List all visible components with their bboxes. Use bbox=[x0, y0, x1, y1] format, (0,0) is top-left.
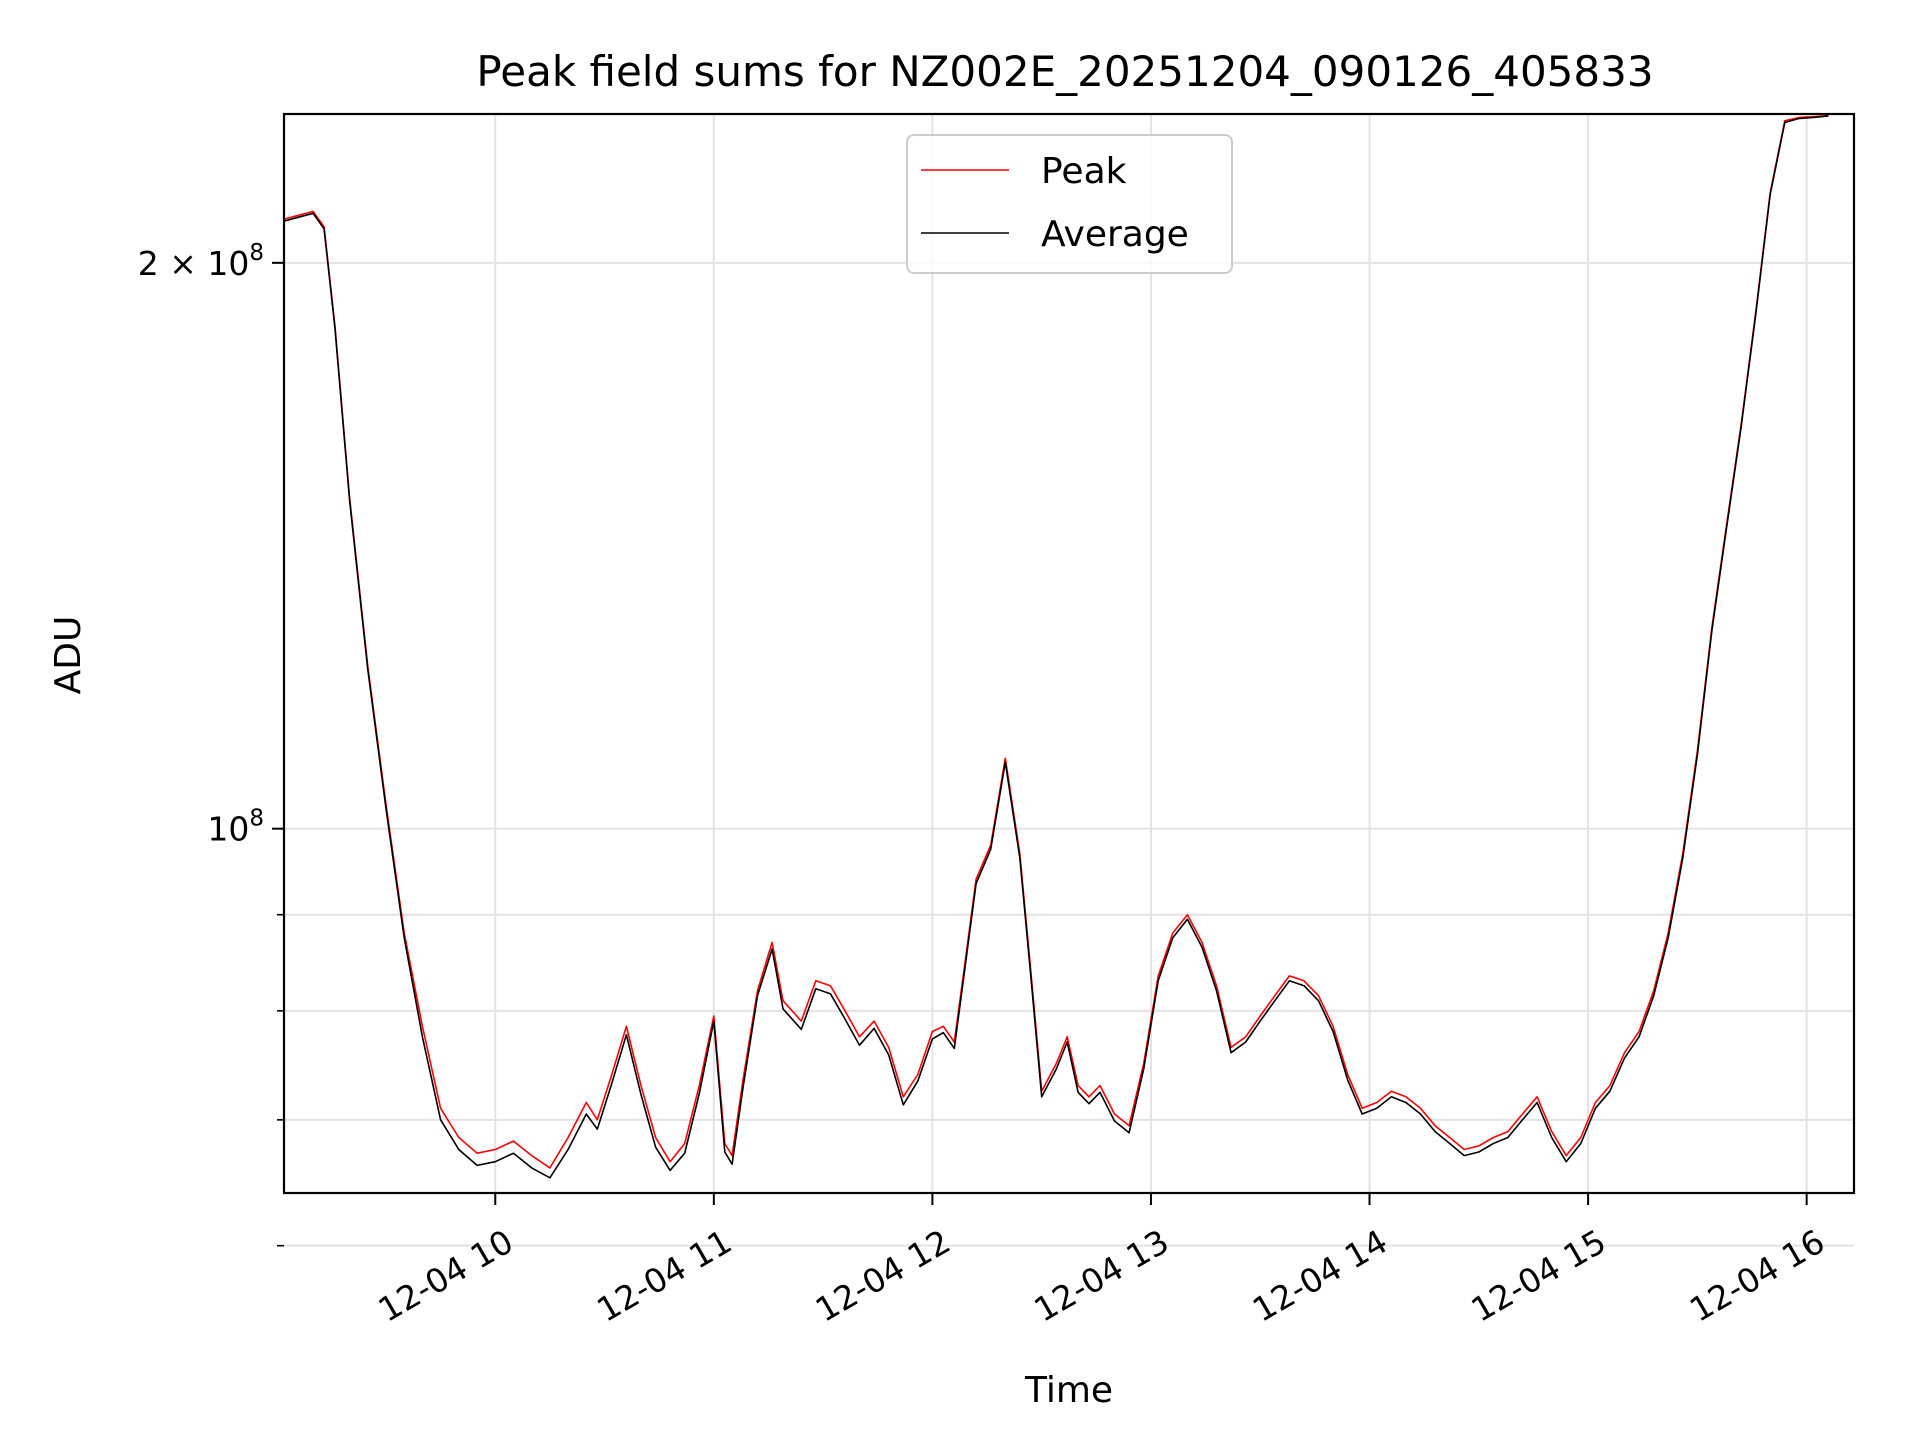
plot-frame bbox=[282, 112, 1856, 1195]
x-axis-label: Time bbox=[1024, 1370, 1113, 1411]
series-line-peak bbox=[283, 114, 1829, 1169]
legend-label-average: Average bbox=[1041, 214, 1189, 255]
y-axis-label: ADU bbox=[48, 616, 89, 695]
series-line-average bbox=[283, 115, 1829, 1179]
y-tick-label-exponent: 8 bbox=[249, 240, 264, 266]
y-tick-label: 2 × 108 bbox=[138, 240, 264, 283]
legend: Peak Average bbox=[906, 134, 1233, 274]
y-tick-label-exponent: 8 bbox=[249, 806, 264, 832]
y-tick-label-mantissa: 2 × bbox=[138, 244, 208, 283]
chart-title: Peak field sums for NZ002E_20251204_0901… bbox=[476, 47, 1653, 96]
y-tick-label-base: 10 bbox=[207, 244, 249, 283]
grid bbox=[284, 114, 1854, 1247]
y-tick-label-base: 10 bbox=[207, 810, 249, 849]
plot-lines bbox=[283, 114, 1829, 1179]
y-tick-label: 108 bbox=[207, 806, 264, 849]
legend-label-peak: Peak bbox=[1041, 151, 1127, 192]
